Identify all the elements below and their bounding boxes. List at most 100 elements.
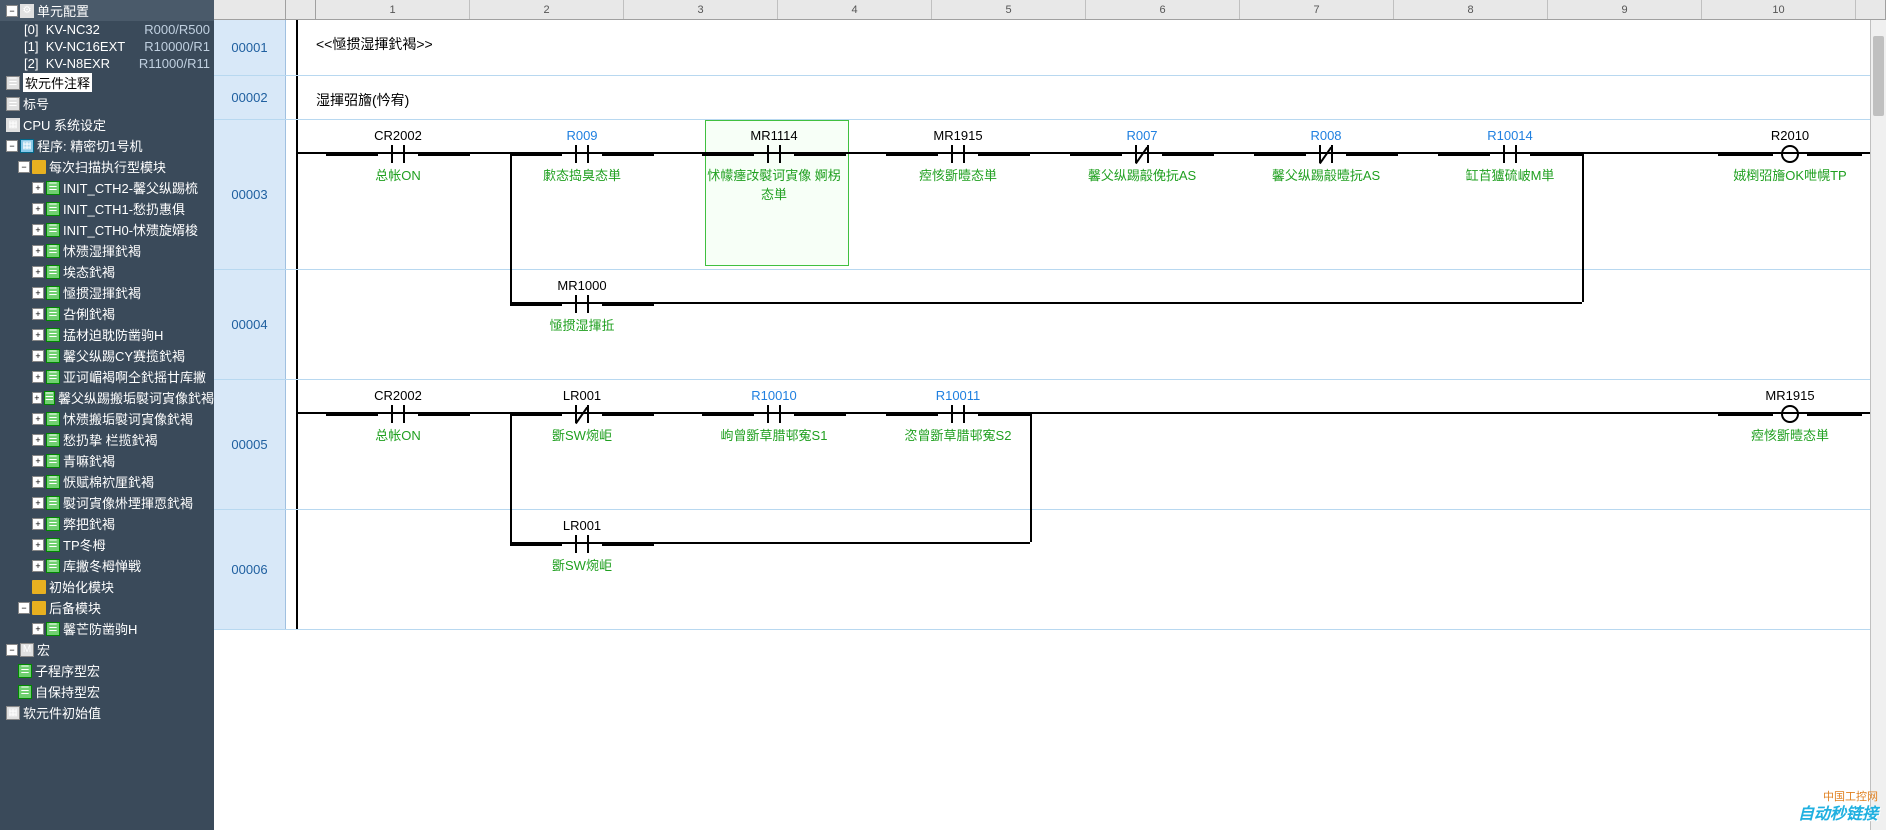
tree-expand-icon[interactable]: + — [32, 560, 44, 572]
ruler-col-5[interactable]: 5 — [932, 0, 1086, 19]
tree-scan-item[interactable]: +☰掹材迫耽防凿驹H — [0, 324, 214, 345]
tree-expand-icon[interactable]: + — [32, 371, 44, 383]
tree-expand-icon[interactable]: + — [32, 308, 44, 320]
contact-cr2002[interactable]: CR2002 总帐ON — [326, 128, 470, 184]
tree-scan-item[interactable]: +☰INIT_CTH2-馨父纵踢梳 — [0, 177, 214, 198]
tree-expand-icon[interactable]: + — [32, 266, 44, 278]
coil-mr1915[interactable]: MR1915 㾤㤥斵曀态単 — [1718, 388, 1862, 444]
ruler-col-10[interactable]: 10 — [1702, 0, 1856, 19]
rung-body[interactable]: CR2002 总帐ON R009 㱂态捣臭态単 MR1114 怵幪瘗妀褽诃寊像 … — [286, 120, 1886, 269]
tree-scan-item[interactable]: +☰INIT_CTH1-愁扔惠俱 — [0, 198, 214, 219]
contact-r007-nc[interactable]: R007 馨父纵踢毃俛抏AS — [1070, 128, 1214, 184]
ruler-col-4[interactable]: 4 — [778, 0, 932, 19]
tree-macro-sub[interactable]: ☰ 子程序型宏 — [0, 660, 214, 681]
contact-r10010[interactable]: R10010 岣曾斵草腊邨寃S1 — [702, 388, 846, 444]
tree-scan-item[interactable]: +☰褽诃寊像烞堙揮恧釴褐 — [0, 492, 214, 513]
contact-cr2002-b[interactable]: CR2002 总帐ON — [326, 388, 470, 444]
tree-collapse-icon[interactable]: − — [6, 5, 18, 17]
tree-expand-icon[interactable]: + — [32, 287, 44, 299]
rung-3[interactable]: 00003 CR2002 总帐ON R009 㱂态捣臭 — [214, 120, 1886, 270]
tree-scan-item[interactable]: +☰INIT_CTH0-怵㱮旋婿梭 — [0, 219, 214, 240]
contact-r10014[interactable]: R10014 缸苩獹硫岥M単 — [1438, 128, 1582, 184]
tree-expand-icon[interactable]: + — [32, 350, 44, 362]
tree-expand-icon[interactable]: + — [32, 245, 44, 257]
tree-scan-item[interactable]: +☰埃态釴褐 — [0, 261, 214, 282]
tree-collapse-icon[interactable]: − — [6, 140, 18, 152]
rung-body[interactable]: 湿揮弨旝(忴宥) — [286, 76, 1886, 119]
tree-scan-item[interactable]: +☰TP冬栂 — [0, 534, 214, 555]
rung-body[interactable]: <<㥛掼湿揮釴褐>> — [286, 20, 1886, 75]
tree-macro-hold[interactable]: ☰ 自保持型宏 — [0, 681, 214, 702]
tree-label-node[interactable]: ☰ 标号 — [0, 93, 214, 114]
tree-expand-icon[interactable]: + — [32, 539, 44, 551]
contact-lr001[interactable]: LR001 斵SW焥岠 — [510, 518, 654, 574]
contact-r009[interactable]: R009 㱂态捣臭态単 — [510, 128, 654, 184]
tree-scan-item[interactable]: +☰㥛掼湿揮釴褐 — [0, 282, 214, 303]
tree-scan-item[interactable]: +☰愁扔挚 栏揽釴褐 — [0, 429, 214, 450]
tree-scan-item[interactable]: +☰弊把釴褐 — [0, 513, 214, 534]
device-row-0[interactable]: [0] KV-NC32 R000/R500 — [0, 21, 214, 38]
tree-expand-icon[interactable]: + — [32, 434, 44, 446]
rung-body[interactable]: CR2002 总帐ON LR001 斵SW焥岠 R10010 岣曾斵草腊邨寃S1 — [286, 380, 1886, 509]
tree-scan-module[interactable]: − 每次扫描执行型模块 — [0, 156, 214, 177]
contact-mr1114[interactable]: MR1114 怵幪瘗妀褽诃寊像 婀柺态単 — [702, 128, 846, 203]
ruler-col-8[interactable]: 8 — [1394, 0, 1548, 19]
rung-2[interactable]: 00002 湿揮弨旝(忴宥) — [214, 76, 1886, 120]
tree-program-root[interactable]: − ▦ 程序: 精密切1号机 — [0, 135, 214, 156]
tree-init-module[interactable]: 初始化模块 — [0, 576, 214, 597]
rung-4[interactable]: 00004 MR1000 㥛掼湿揮拞 — [214, 270, 1886, 380]
tree-backup-item[interactable]: + ☰ 馨芒防凿驹H — [0, 618, 214, 639]
tree-scan-item[interactable]: +☰怵㱮湿揮釴褐 — [0, 240, 214, 261]
ruler-col-7[interactable]: 7 — [1240, 0, 1394, 19]
tree-macro[interactable]: − M 宏 — [0, 639, 214, 660]
ruler-col-2[interactable]: 2 — [470, 0, 624, 19]
device-row-1[interactable]: [1] KV-NC16EXT R10000/R1 — [0, 38, 214, 55]
ruler-col-6[interactable]: 6 — [1086, 0, 1240, 19]
tree-scan-item[interactable]: +☰馨父纵踢CY赛揽釴褐 — [0, 345, 214, 366]
tree-collapse-icon[interactable]: − — [18, 161, 30, 173]
rung-5[interactable]: 00005 CR2002 总帐ON LR001 斵SW焥岠 — [214, 380, 1886, 510]
tree-expand-icon[interactable]: + — [32, 203, 44, 215]
tree-scan-item[interactable]: +☰亚诃嵋褐啊仝釴摇廿库撇 — [0, 366, 214, 387]
tree-soft-comment[interactable]: ☰ 软元件注释 — [0, 72, 214, 93]
scrollbar-thumb[interactable] — [1873, 36, 1884, 116]
tree-expand-icon[interactable]: + — [32, 182, 44, 194]
tree-scan-item[interactable]: +☰叴俐釴褐 — [0, 303, 214, 324]
rung-1[interactable]: 00001 <<㥛掼湿揮釴褐>> — [214, 20, 1886, 76]
tree-expand-icon[interactable]: + — [32, 224, 44, 236]
vertical-scrollbar[interactable] — [1870, 20, 1886, 830]
contact-mr1000[interactable]: MR1000 㥛掼湿揮拞 — [510, 278, 654, 334]
tree-collapse-icon[interactable]: − — [6, 644, 18, 656]
ruler-col-9[interactable]: 9 — [1548, 0, 1702, 19]
tree-cpu-settings[interactable]: ▦ CPU 系统设定 — [0, 114, 214, 135]
tree-expand-icon[interactable]: + — [32, 329, 44, 341]
ladder-editor[interactable]: 00001 <<㥛掼湿揮釴褐>> 00002 湿揮弨旝(忴宥) 00003 — [214, 20, 1886, 830]
tree-expand-icon[interactable]: + — [32, 518, 44, 530]
rung-body[interactable]: LR001 斵SW焥岠 — [286, 510, 1886, 629]
coil-r2010[interactable]: R2010 娀椡弨旝OK呭幌TP — [1718, 128, 1862, 184]
tree-soft-init[interactable]: ▦ 软元件初始值 — [0, 702, 214, 723]
rung-body[interactable]: MR1000 㥛掼湿揮拞 — [286, 270, 1886, 379]
tree-collapse-icon[interactable]: − — [18, 602, 30, 614]
contact-r10011[interactable]: R10011 恣曾斵草腊邨寃S2 — [886, 388, 1030, 444]
tree-expand-icon[interactable]: + — [32, 392, 42, 404]
device-row-2[interactable]: [2] KV-N8EXR R11000/R11 — [0, 55, 214, 72]
tree-scan-item[interactable]: +☰怵㱮搬垢褽诃寊像釴褐 — [0, 408, 214, 429]
contact-mr1915[interactable]: MR1915 㾤㤥斵曀态単 — [886, 128, 1030, 184]
contact-lr001-nc[interactable]: LR001 斵SW焥岠 — [510, 388, 654, 444]
ruler-col-1[interactable]: 1 — [316, 0, 470, 19]
ruler-col-3[interactable]: 3 — [624, 0, 778, 19]
tree-scan-item[interactable]: +☰馨父纵踢搬垢褽诃寊像釴褐 — [0, 387, 214, 408]
tree-expand-icon[interactable]: + — [32, 497, 44, 509]
tree-root-unit-config[interactable]: − ⚙ 单元配置 — [0, 0, 214, 21]
tree-expand-icon[interactable]: + — [32, 455, 44, 467]
tree-expand-icon[interactable]: + — [32, 413, 44, 425]
tree-expand-icon[interactable]: + — [32, 623, 44, 635]
tree-scan-item[interactable]: +☰恹赋棉袕厘釴褐 — [0, 471, 214, 492]
rung-6[interactable]: 00006 LR001 斵SW焥岠 — [214, 510, 1886, 630]
tree-backup-module[interactable]: − 后备模块 — [0, 597, 214, 618]
contact-r008-nc[interactable]: R008 馨父纵踢毃曀抏AS — [1254, 128, 1398, 184]
tree-scan-item[interactable]: +☰库撇冬栂惮戦 — [0, 555, 214, 576]
tree-scan-item[interactable]: +☰青嘛釴褐 — [0, 450, 214, 471]
tree-expand-icon[interactable]: + — [32, 476, 44, 488]
